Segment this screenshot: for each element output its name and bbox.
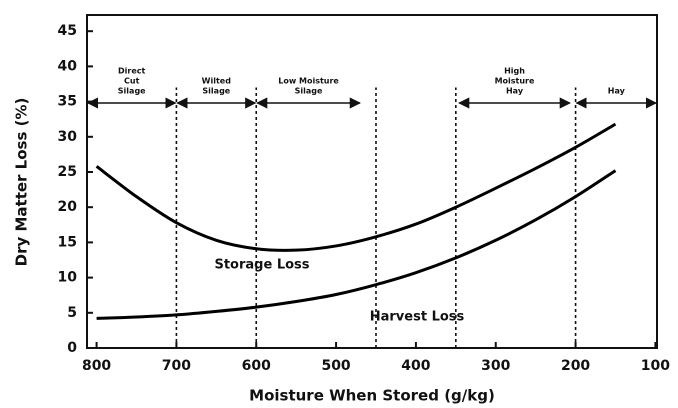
y-tick-label: 20 [58, 199, 78, 215]
y-tick-label: 0 [67, 340, 77, 356]
y-tick-label: 40 [58, 58, 78, 74]
curve-label: Storage Loss [214, 258, 309, 273]
y-tick-label: 10 [58, 270, 78, 286]
stage-label: Silage [118, 87, 146, 96]
stage-label: Wilted [202, 77, 232, 86]
x-tick-label: 100 [641, 358, 670, 374]
y-tick-label: 35 [58, 94, 77, 110]
x-tick-label: 600 [242, 358, 271, 374]
stage-label: High [504, 67, 525, 76]
stage-label: Silage [295, 87, 323, 96]
x-axis-label: Moisture When Stored (g/kg) [249, 387, 495, 405]
stage-label: Direct [118, 67, 145, 76]
y-axis-label: Dry Matter Loss (%) [13, 98, 31, 267]
stage-label: Hay [506, 87, 524, 96]
curve [95, 122, 617, 252]
stage-label: Hay [608, 87, 626, 96]
y-tick-label: 25 [58, 164, 77, 180]
x-tick-label: 400 [401, 358, 430, 374]
plot-frame [86, 14, 658, 349]
stage-label: Cut [124, 77, 140, 86]
x-tick-label: 200 [561, 358, 590, 374]
stage-label: Silage [202, 87, 230, 96]
x-tick-label: 700 [162, 358, 191, 374]
x-tick-label: 300 [481, 358, 510, 374]
y-tick-label: 45 [58, 23, 77, 39]
y-tick-label: 30 [58, 129, 78, 145]
curve-label: Harvest Loss [370, 310, 465, 325]
y-tick-label: 15 [58, 234, 77, 250]
stage-label: Low Moisture [278, 77, 339, 86]
x-tick-label: 500 [321, 358, 350, 374]
stage-label: Moisture [495, 77, 535, 86]
x-tick-label: 800 [82, 358, 111, 374]
y-tick-label: 5 [67, 305, 77, 321]
curve [96, 169, 617, 320]
